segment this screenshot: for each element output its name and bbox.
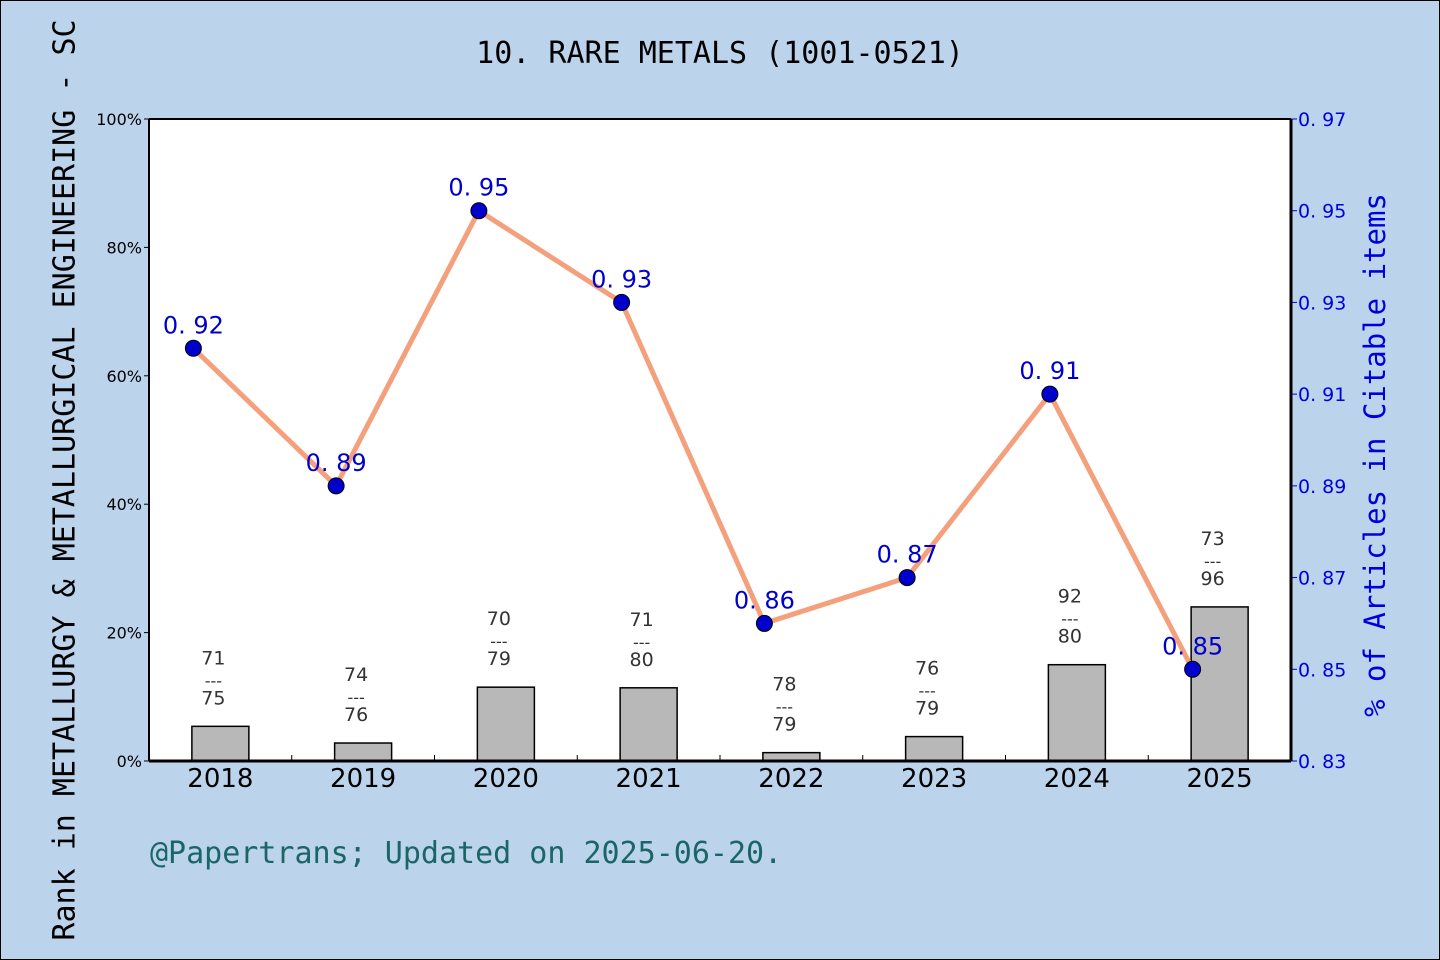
left-tick-label: 60% [106,367,142,386]
line-value-label: 0. 95 [448,174,509,202]
line-value-label: 0. 85 [1162,632,1223,660]
bar-label-bottom: 96 [1201,568,1225,590]
line-value-label: 0. 92 [163,311,224,339]
line-value-label: 0. 86 [734,586,795,614]
bar-label-bottom: 79 [487,648,511,670]
bar-label-divider: --- [918,682,935,701]
right-tick-label: 0. 85 [1298,659,1346,681]
right-tick-label: 0. 97 [1298,109,1346,131]
line-series [191,207,1195,671]
x-tick-label: 2019 [330,764,396,794]
left-tick-label: 80% [106,238,142,257]
line-value-label: 0. 89 [306,449,367,477]
bar-label-bottom: 76 [344,704,368,726]
x-tick-label: 2024 [1044,764,1110,794]
chart-title: 10. RARE METALS (1001-0521) [476,36,964,71]
bar-label-bottom: 75 [201,687,225,709]
line-value-label: 0. 91 [1019,357,1080,385]
line-marker [755,614,773,632]
footer-credit: @Papertrans; Updated on 2025-06-20. [150,836,783,871]
line-marker [1041,385,1059,403]
bar-label-divider: --- [205,671,222,690]
bar-label-top: 76 [915,658,939,680]
bar-label-top: 73 [1201,528,1225,550]
bar-label-divider: --- [633,633,650,652]
line-marker [184,339,202,357]
plot-area [149,119,1291,761]
bar-label-divider: --- [490,632,507,651]
bar-label-bottom: 79 [915,698,939,720]
x-tick-label: 2023 [901,764,967,794]
line-value-label: 0. 87 [877,541,938,569]
x-tick-label: 2018 [187,764,253,794]
line-marker [898,569,916,587]
bar-label-top: 92 [1058,586,1082,608]
bar-label-divider: --- [1061,610,1078,629]
line-marker [613,293,631,311]
right-tick-label: 0. 87 [1298,568,1346,590]
line-value-label: 0. 93 [591,265,652,293]
bar-label-top: 74 [344,664,368,686]
bar-label-top: 78 [772,674,796,696]
bar [191,725,250,762]
left-tick-label: 40% [106,495,142,514]
x-tick-label: 2021 [616,764,682,794]
right-tick-label: 0. 91 [1298,384,1346,406]
bar-label-divider: --- [347,688,364,707]
right-tick-label: 0. 83 [1298,751,1346,773]
x-tick-label: 2022 [758,764,824,794]
left-tick-label: 20% [106,624,142,643]
line-marker [1184,660,1202,678]
bar-label-divider: --- [776,698,793,717]
x-tick-label: 2025 [1187,764,1253,794]
right-tick-label: 0. 89 [1298,476,1346,498]
bar [333,742,393,762]
bar-label-top: 71 [630,609,654,631]
line-marker [470,202,488,220]
bar-label-top: 70 [487,608,511,630]
bar-label-divider: --- [1204,552,1221,571]
line-marker [327,477,345,495]
right-tick-label: 0. 95 [1298,201,1346,223]
left-tick-label: 0% [117,752,142,771]
x-tick-label: 2020 [473,764,539,794]
bar [476,686,536,762]
bar [619,687,678,762]
bar [904,735,964,762]
bar-label-bottom: 79 [772,714,796,736]
right-tick-label: 0. 93 [1298,292,1346,314]
bar-label-bottom: 80 [630,649,654,671]
left-tick-label: 100% [96,110,142,129]
bar-label-top: 71 [201,647,225,669]
bar [1047,663,1107,762]
bar-label-bottom: 80 [1058,626,1082,648]
bar [1190,606,1249,762]
